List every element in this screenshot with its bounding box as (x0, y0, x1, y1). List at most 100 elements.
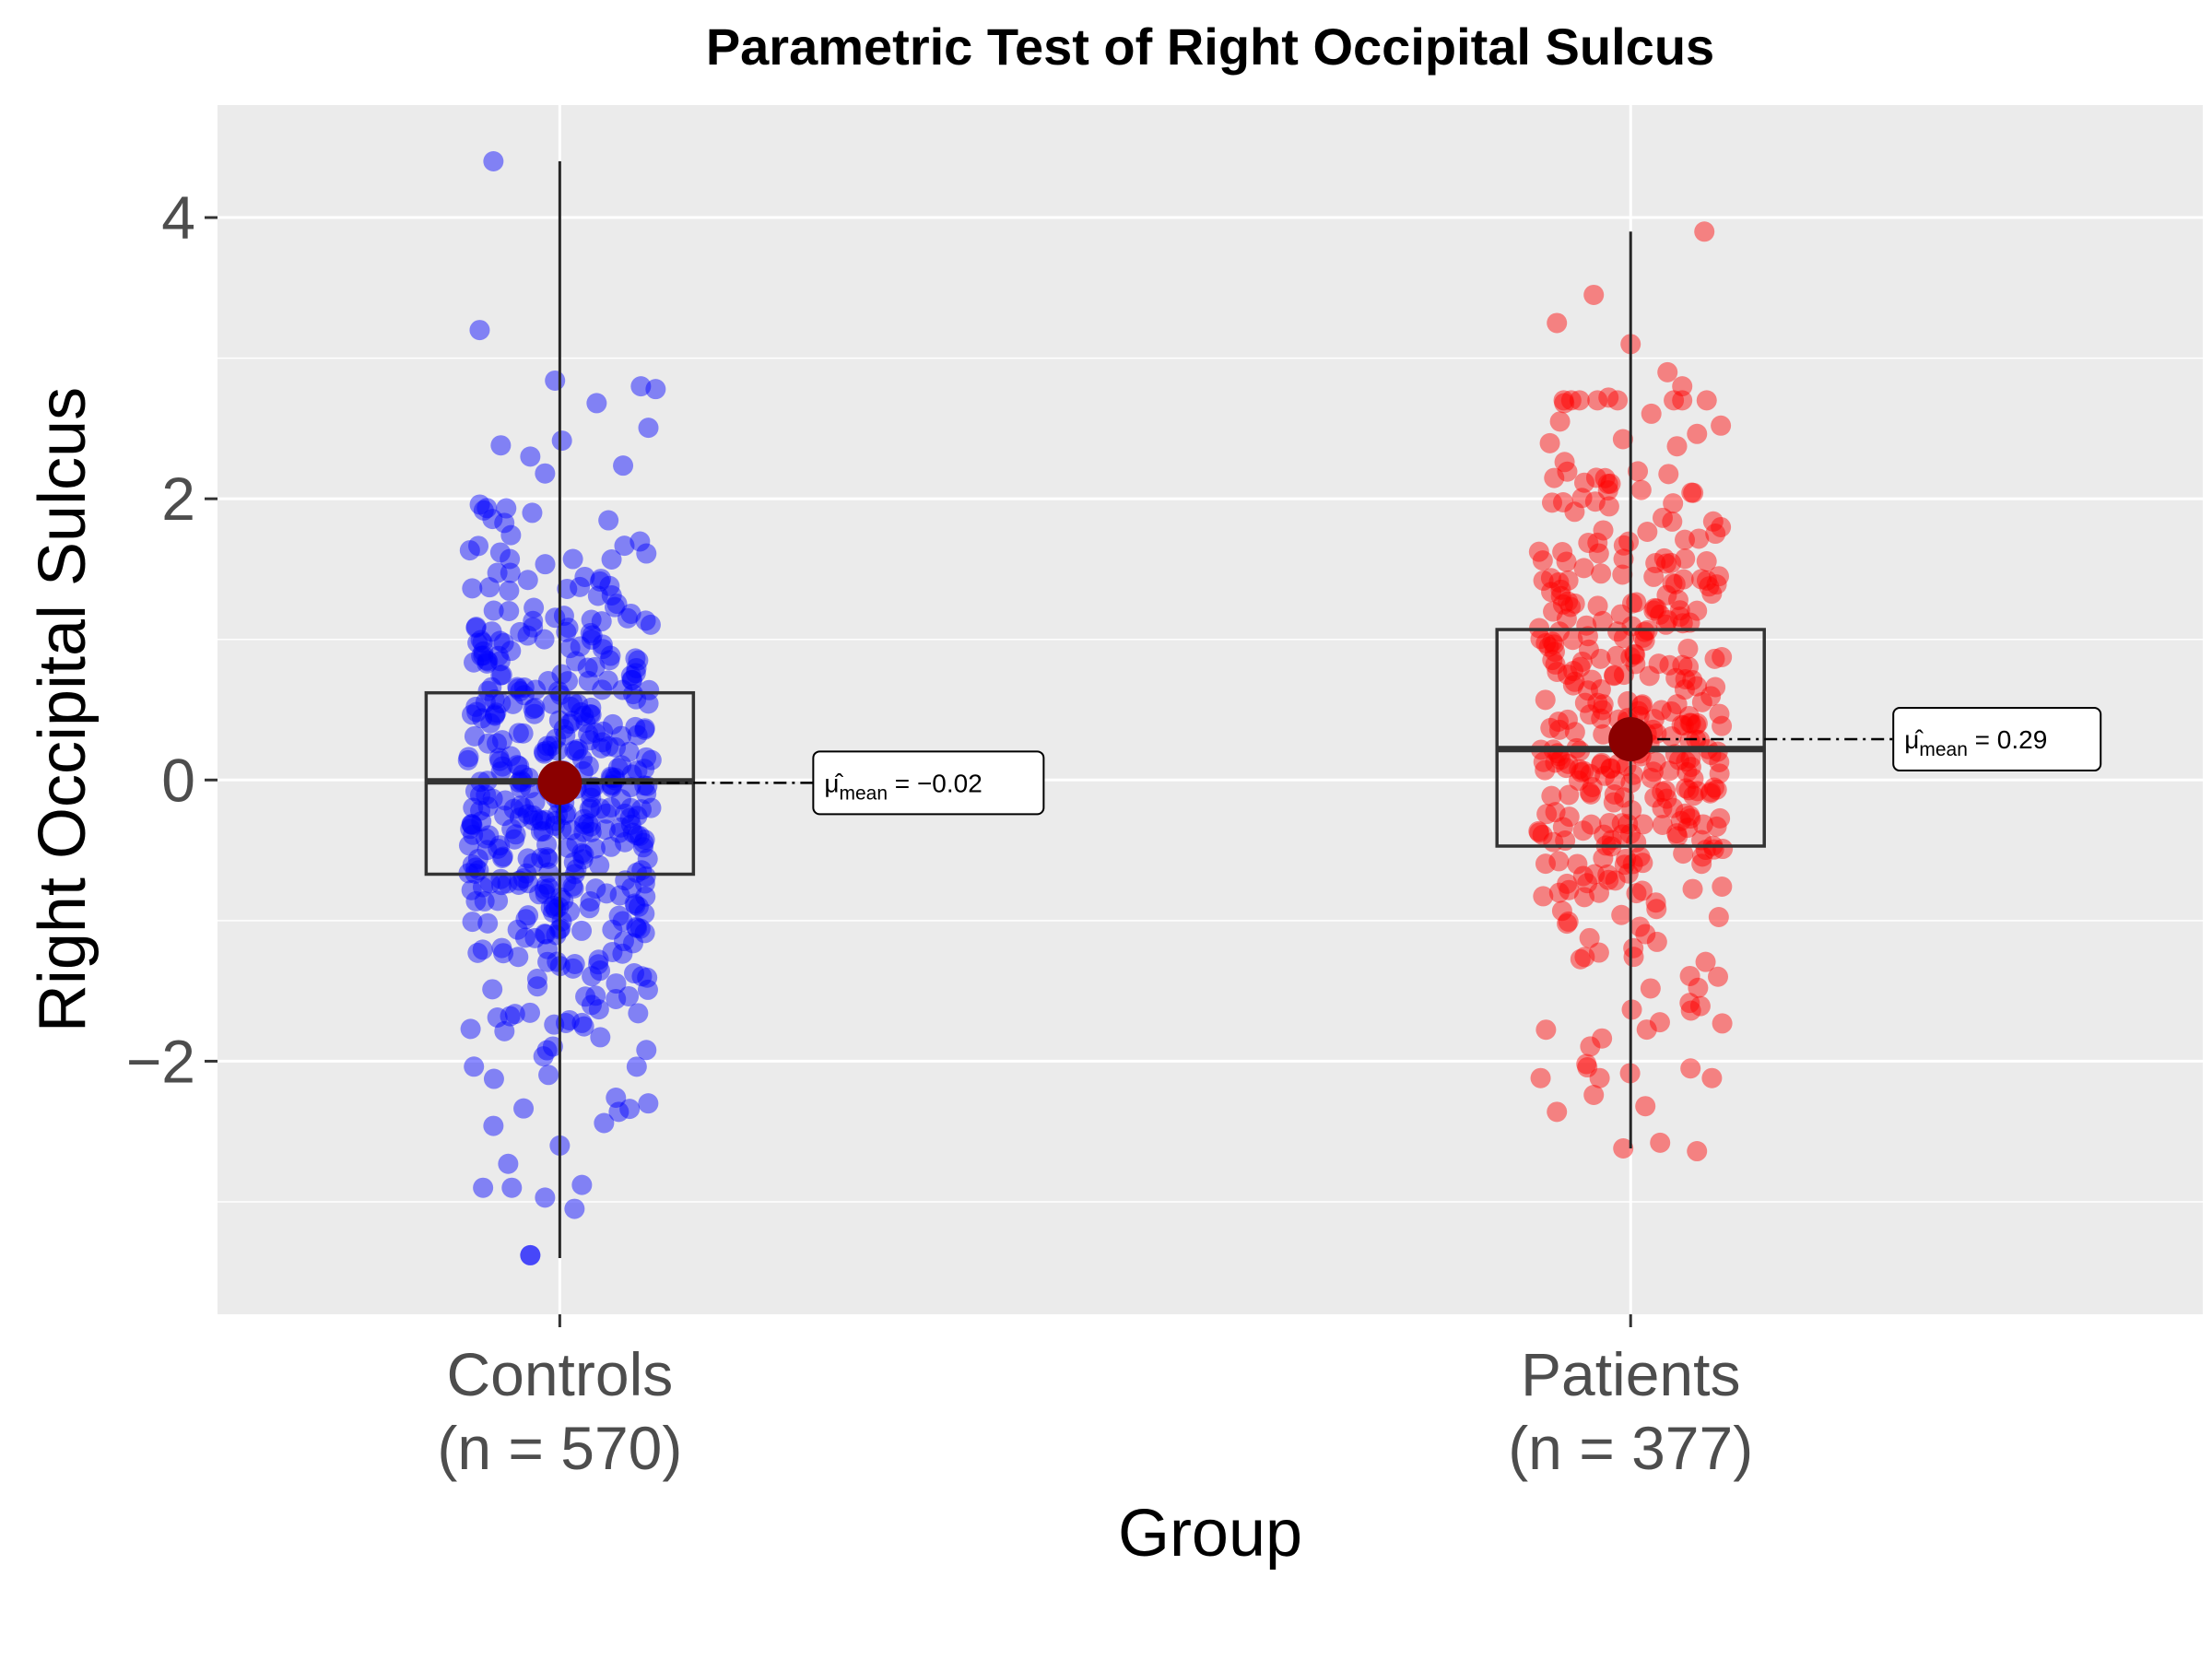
data-point (477, 796, 499, 818)
data-point (1533, 570, 1554, 591)
data-point (538, 1065, 559, 1086)
data-point (1590, 648, 1611, 669)
data-point (1712, 876, 1733, 897)
data-point (1591, 563, 1612, 584)
data-point (1568, 770, 1589, 791)
data-point (1541, 785, 1562, 806)
data-point (520, 1244, 541, 1265)
mean-annotations: μ̂mean = −0.02 μ̂mean = 0.29 (537, 707, 2102, 816)
data-point (573, 1016, 594, 1037)
data-point (1679, 965, 1700, 986)
data-point (1550, 749, 1571, 771)
data-point (1664, 390, 1685, 411)
data-point (1592, 700, 1613, 721)
data-point (629, 918, 651, 939)
data-point (593, 721, 614, 742)
data-point (1571, 488, 1593, 509)
data-point (591, 611, 612, 632)
data-point (626, 1056, 647, 1077)
data-point (582, 625, 603, 646)
data-point (473, 645, 494, 666)
data-point (1623, 947, 1644, 968)
data-point (513, 797, 535, 818)
data-point (518, 873, 539, 894)
data-point (632, 837, 653, 858)
data-point (627, 917, 648, 938)
data-point (1677, 761, 1698, 782)
data-point (1607, 390, 1629, 411)
data-point (1680, 712, 1701, 734)
data-point (1590, 678, 1611, 700)
data-point (1688, 977, 1709, 998)
data-point (574, 566, 595, 587)
data-point (615, 803, 636, 824)
data-point (592, 679, 613, 700)
data-point (1696, 570, 1717, 591)
data-point (491, 730, 512, 751)
data-point (1592, 610, 1613, 631)
data-point (1705, 677, 1726, 698)
data-point (1668, 749, 1689, 771)
data-point (1665, 573, 1686, 594)
data-point (1580, 763, 1601, 784)
data-point (495, 790, 516, 811)
data-point (486, 702, 507, 724)
data-point (509, 756, 530, 777)
data-point (1552, 817, 1573, 838)
data-point (580, 622, 601, 643)
data-point (1680, 808, 1701, 830)
data-point (536, 735, 558, 757)
data-point (620, 603, 641, 624)
data-point (1589, 1067, 1610, 1088)
data-point (640, 614, 661, 635)
data-point (1711, 415, 1732, 436)
data-point (1634, 621, 1655, 642)
data-point (468, 535, 489, 557)
data-point (600, 796, 621, 818)
data-point (494, 806, 515, 827)
data-point (1528, 820, 1549, 841)
data-point (581, 697, 602, 718)
data-point (1678, 705, 1700, 726)
data-point (1585, 467, 1606, 488)
data-point (553, 890, 574, 912)
data-point (627, 825, 648, 846)
data-point (1655, 780, 1677, 801)
data-point (1696, 390, 1717, 411)
data-point (489, 630, 511, 652)
data-point (1535, 1019, 1557, 1041)
data-point (1659, 654, 1680, 676)
data-point (1548, 719, 1570, 740)
data-point (570, 636, 591, 657)
data-point (477, 650, 498, 671)
data-point (1712, 646, 1733, 667)
data-point (547, 804, 568, 825)
data-point (1578, 639, 1599, 660)
data-point (599, 650, 620, 671)
data-point (1680, 747, 1701, 769)
data-point (461, 879, 482, 900)
data-point (1701, 1067, 1723, 1088)
data-point (481, 621, 502, 642)
data-point (488, 838, 509, 859)
data-point (493, 632, 514, 653)
data-point (498, 1153, 519, 1174)
data-point (1672, 654, 1693, 676)
data-point (1554, 452, 1575, 473)
data-point (1710, 807, 1731, 829)
data-point (1632, 814, 1653, 835)
data-point (614, 831, 635, 853)
data-point (1613, 665, 1634, 686)
data-point (491, 848, 512, 869)
chart-title: Parametric Test of Right Occipital Sulcu… (706, 18, 1714, 76)
data-point (517, 848, 538, 869)
data-point (581, 629, 602, 650)
data-point (469, 784, 490, 806)
data-point (551, 664, 572, 685)
data-point (508, 947, 529, 968)
y-tick-label: 2 (161, 465, 195, 533)
data-point (564, 740, 585, 761)
data-point (485, 704, 506, 725)
data-point (559, 1009, 580, 1030)
data-point (575, 712, 596, 734)
